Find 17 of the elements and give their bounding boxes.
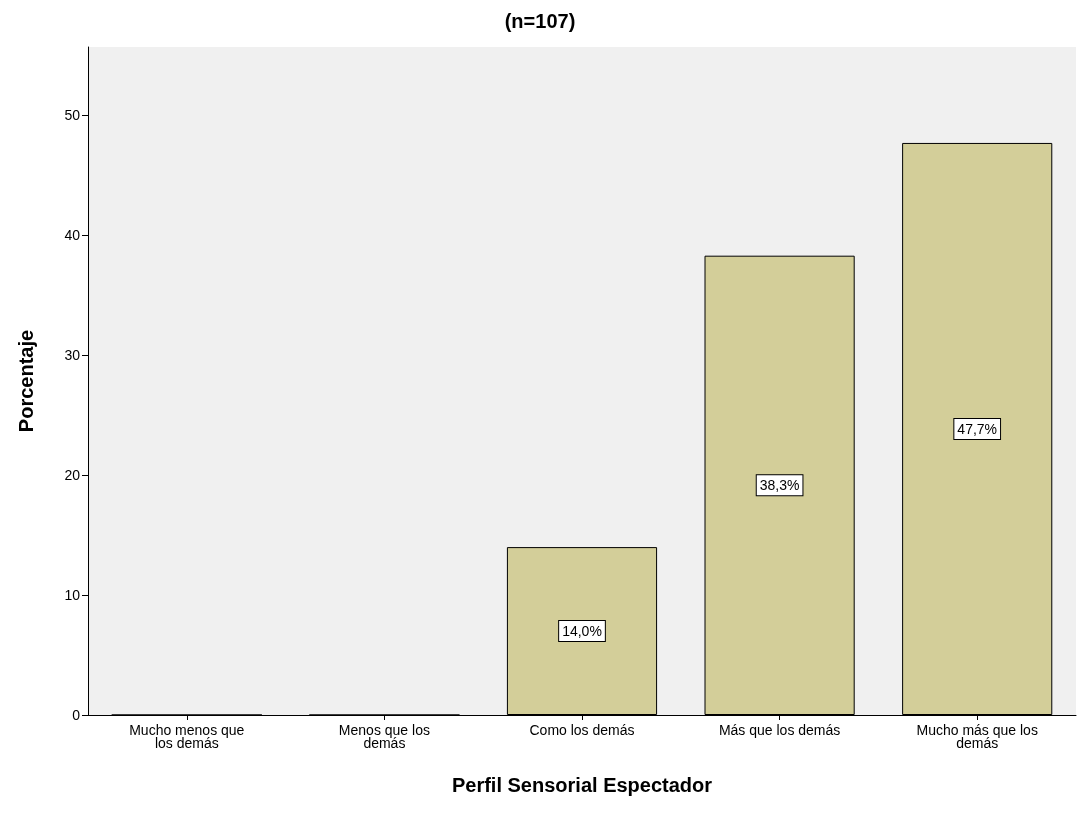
chart-title: (n=107) [504, 10, 576, 32]
y-tick-label: 20 [64, 467, 81, 484]
y-tick-label: 30 [64, 347, 81, 364]
x-tick-label: Mucho más que los demás [916, 721, 1038, 751]
y-axis-title: Porcentaje [15, 329, 37, 433]
y-tick-label: 50 [64, 107, 81, 124]
data-label: 14,0% [562, 623, 602, 640]
x-tick-label: Más que los demás [718, 721, 841, 738]
y-tick-label: 10 [64, 587, 81, 604]
y-tick-label: 40 [64, 227, 81, 244]
x-axis-title: Perfil Sensorial Espectador [451, 774, 713, 796]
x-tick-label: Menos que los demás [338, 721, 430, 751]
x-tick-label: Como los demás [529, 721, 635, 738]
data-label: 38,3% [759, 477, 800, 494]
x-tick-label: Mucho menos que los demás [129, 721, 245, 751]
data-label: 47,7% [957, 420, 998, 437]
y-tick-label: 0 [72, 707, 81, 723]
